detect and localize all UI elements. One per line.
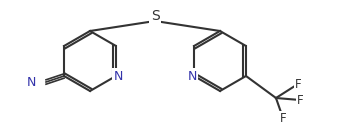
Text: N: N: [113, 70, 123, 83]
Text: F: F: [297, 94, 303, 107]
Text: N: N: [187, 70, 197, 83]
Text: N: N: [26, 75, 36, 89]
Text: F: F: [280, 111, 286, 124]
Text: F: F: [295, 78, 301, 91]
Text: S: S: [150, 9, 159, 23]
